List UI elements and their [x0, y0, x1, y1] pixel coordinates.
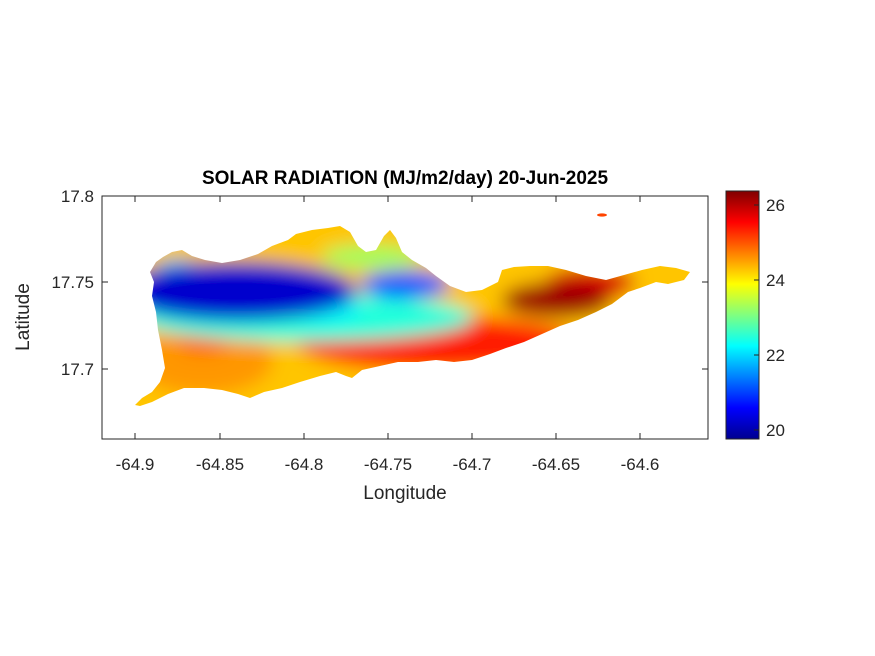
- colorbar-tick-label: 20: [766, 421, 785, 440]
- y-tick-label: 17.8: [61, 187, 94, 206]
- x-tick-label: -64.9: [116, 455, 155, 474]
- x-tick-label: -64.6: [621, 455, 660, 474]
- y-tick-label: 17.75: [51, 273, 94, 292]
- y-axis-label: Latitude: [13, 283, 34, 351]
- heatmap-cell: [360, 270, 450, 299]
- heatmap-cell: [501, 282, 612, 319]
- colorbar-tick-label: 26: [766, 196, 785, 215]
- x-axis-label: Longitude: [363, 483, 446, 504]
- colorbar-gradient: [725, 190, 760, 440]
- heatmap-cell: [321, 244, 422, 269]
- y-tick-label: 17.7: [61, 360, 94, 379]
- x-tick-label: -64.7: [453, 455, 492, 474]
- colorbar-tick-label: 24: [766, 271, 785, 290]
- x-tick-label: -64.8: [285, 455, 324, 474]
- colorbar: 20 22 24 26: [725, 190, 785, 440]
- x-axis: -64.9 -64.85 -64.8 -64.75 -64.7 -64.65 -…: [116, 196, 660, 474]
- islet: [597, 213, 607, 217]
- heatmap-cell: [135, 326, 273, 395]
- heatmap-cell: [135, 261, 357, 322]
- x-tick-label: -64.75: [364, 455, 412, 474]
- colorbar-tick-label: 22: [766, 346, 785, 365]
- chart-title: SOLAR RADIATION (MJ/m2/day) 20-Jun-2025: [202, 168, 609, 189]
- x-tick-label: -64.85: [196, 455, 244, 474]
- heatmap-cell: [178, 333, 228, 354]
- x-tick-label: -64.65: [532, 455, 580, 474]
- y-axis: 17.7 17.75 17.8: [51, 187, 708, 379]
